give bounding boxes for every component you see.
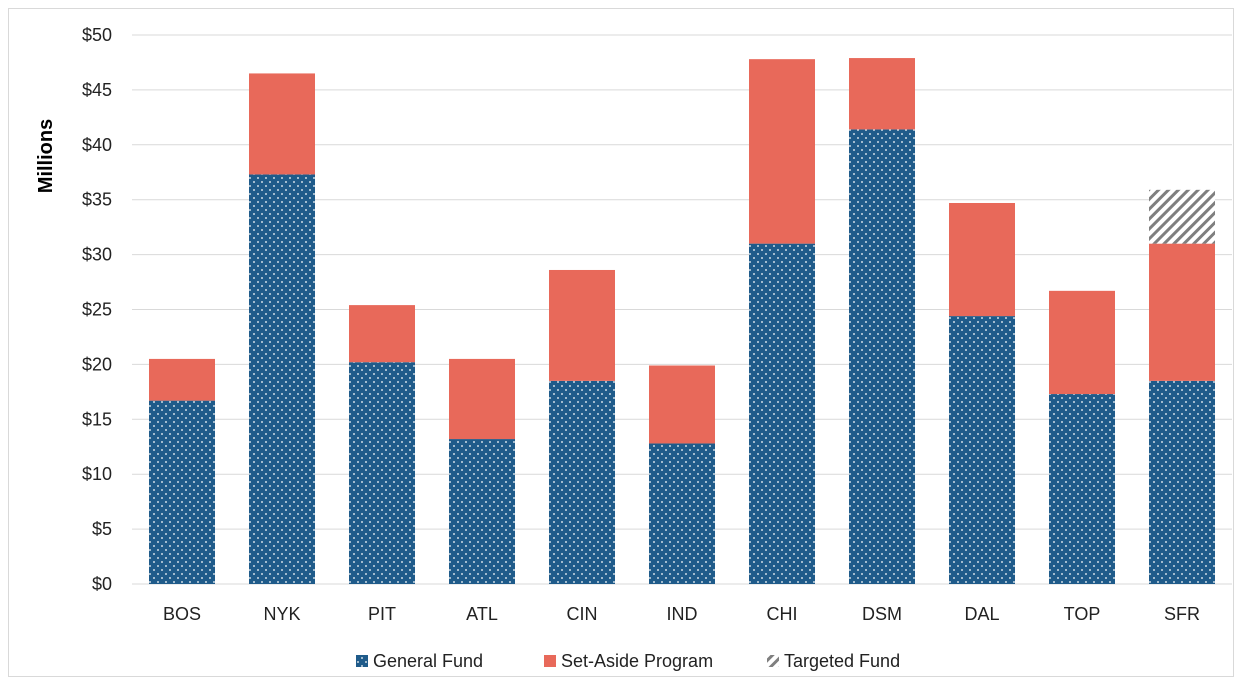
legend-label: Set-Aside Program bbox=[561, 651, 713, 671]
y-tick-label: $10 bbox=[82, 464, 112, 484]
chart-frame bbox=[8, 8, 1234, 677]
gridlines bbox=[132, 34, 1232, 585]
bar-pit-general-fund bbox=[349, 362, 415, 584]
x-tick-label: IND bbox=[667, 604, 698, 624]
y-axis-ticks: $0 $5 $10 $15 $20 $25 $30 $35 $40 $45 $50 bbox=[82, 25, 112, 594]
bar-pit-set-aside-program bbox=[349, 305, 415, 363]
bar-dsm-general-fund bbox=[849, 129, 915, 585]
bar-ind-general-fund bbox=[649, 443, 715, 584]
bar-dal-set-aside-program bbox=[949, 202, 1015, 317]
bar-bos-general-fund bbox=[149, 400, 215, 584]
bar-sfr-general-fund bbox=[1149, 380, 1215, 584]
x-tick-label: NYK bbox=[263, 604, 300, 624]
y-tick-label: $40 bbox=[82, 135, 112, 155]
y-axis-title: Millions bbox=[35, 119, 57, 193]
bar-nyk-set-aside-program bbox=[249, 73, 315, 175]
y-tick-label: $30 bbox=[82, 245, 112, 265]
bar-sfr-set-aside-program bbox=[1149, 243, 1215, 381]
y-tick-label: $5 bbox=[92, 519, 112, 539]
bar-chi-general-fund bbox=[749, 243, 815, 584]
x-tick-label: PIT bbox=[368, 604, 396, 624]
bar-atl-set-aside-program bbox=[449, 358, 515, 440]
x-tick-label: TOP bbox=[1064, 604, 1101, 624]
bar-cin-general-fund bbox=[549, 380, 615, 584]
x-axis-ticks: BOS NYK PIT ATL CIN IND CHI DSM DAL TOP SFR bbox=[163, 604, 1200, 624]
x-tick-label: DSM bbox=[862, 604, 902, 624]
y-tick-label: $15 bbox=[82, 409, 112, 429]
bar-sfr-targeted-fund bbox=[1149, 189, 1215, 244]
legend-swatch bbox=[356, 655, 368, 667]
bar-cin-set-aside-program bbox=[549, 269, 615, 381]
x-tick-label: CHI bbox=[767, 604, 798, 624]
bar-dal-general-fund bbox=[949, 316, 1015, 584]
y-tick-label: $20 bbox=[82, 354, 112, 374]
y-tick-label: $0 bbox=[92, 574, 112, 594]
bars bbox=[149, 58, 1215, 585]
y-tick-label: $45 bbox=[82, 80, 112, 100]
bar-atl-general-fund bbox=[449, 439, 515, 584]
x-tick-label: ATL bbox=[466, 604, 498, 624]
y-tick-label: $50 bbox=[82, 25, 112, 45]
x-tick-label: BOS bbox=[163, 604, 201, 624]
legend: General Fund Set-Aside Program Targeted Fu… bbox=[356, 651, 900, 671]
x-tick-label: DAL bbox=[964, 604, 999, 624]
legend-swatch bbox=[767, 655, 779, 667]
x-tick-label: CIN bbox=[567, 604, 598, 624]
bar-top-set-aside-program bbox=[1049, 290, 1115, 395]
x-tick-label: SFR bbox=[1164, 604, 1200, 624]
bar-chi-set-aside-program bbox=[749, 59, 815, 244]
y-tick-label: $35 bbox=[82, 190, 112, 210]
bar-top-general-fund bbox=[1049, 394, 1115, 584]
legend-label: Targeted Fund bbox=[784, 651, 900, 671]
bar-nyk-general-fund bbox=[249, 174, 315, 585]
bar-ind-set-aside-program bbox=[649, 365, 715, 444]
bar-dsm-set-aside-program bbox=[849, 58, 915, 130]
bar-bos-set-aside-program bbox=[149, 358, 215, 401]
legend-label: General Fund bbox=[373, 651, 483, 671]
y-tick-label: $25 bbox=[82, 300, 112, 320]
legend-swatch bbox=[544, 655, 556, 667]
